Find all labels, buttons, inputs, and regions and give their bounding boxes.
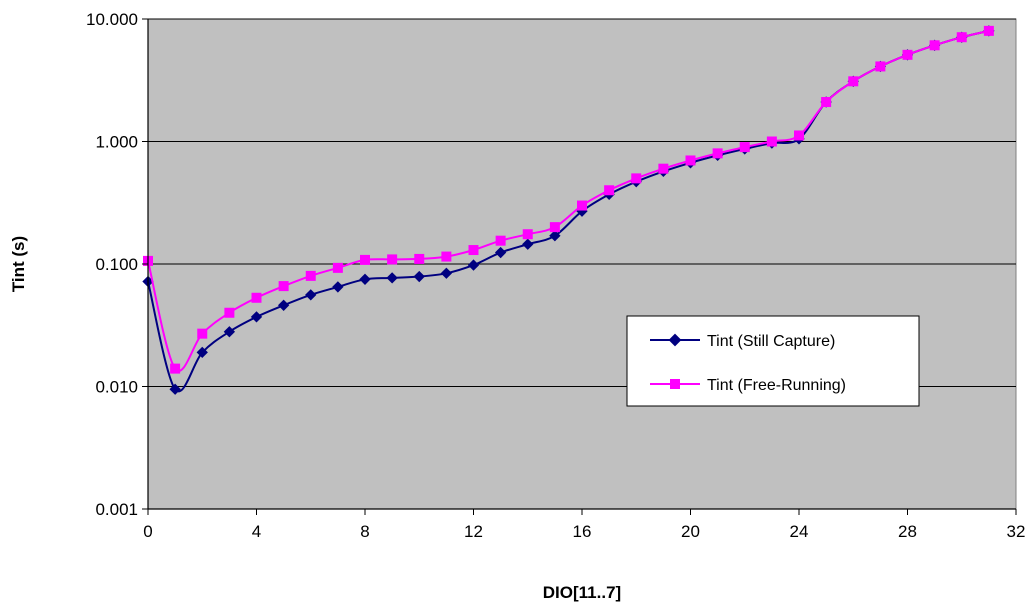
data-point: [712, 148, 723, 159]
data-point: [224, 307, 235, 318]
data-point: [577, 200, 587, 211]
y-tick-label: 1.000: [95, 133, 138, 152]
data-point: [223, 326, 236, 338]
x-tick-label: 24: [790, 522, 809, 541]
data-point: [522, 238, 534, 250]
data-point: [170, 363, 181, 374]
data-point: [604, 185, 615, 196]
data-point: [494, 246, 507, 259]
x-tick-label: 8: [360, 522, 369, 541]
legend-label-free-running: Tint (Free-Running): [707, 377, 846, 394]
y-tick-label: 0.010: [95, 378, 138, 397]
data-point: [332, 281, 344, 293]
x-tick-group: 0 4 8 12 16 20 24 28 32: [143, 509, 1025, 541]
y-axis-title: Tint (s): [9, 236, 28, 292]
data-point: [305, 270, 316, 281]
data-point: [685, 155, 696, 166]
data-point: [766, 136, 777, 147]
x-tick-label: 16: [573, 522, 592, 541]
data-point: [739, 142, 750, 153]
data-point: [956, 32, 967, 43]
y-tick-label: 0.100: [95, 255, 138, 274]
legend-box: [626, 315, 920, 407]
data-point: [902, 49, 913, 60]
data-point: [169, 383, 181, 395]
legend-marker-free-running: [670, 379, 680, 389]
x-axis-title: DIO[11..7]: [543, 583, 621, 602]
data-point: [414, 253, 425, 264]
y-tick-label: 0.001: [95, 500, 138, 519]
data-point: [929, 40, 940, 51]
x-tick-label: 20: [681, 522, 700, 541]
data-point: [277, 299, 290, 311]
data-point: [360, 254, 370, 265]
data-point: [359, 273, 371, 285]
data-point: [983, 25, 994, 36]
data-point: [549, 230, 561, 242]
data-point: [821, 97, 832, 108]
data-point: [251, 292, 262, 303]
data-point: [794, 130, 804, 141]
data-point: [875, 61, 886, 72]
data-point: [658, 163, 669, 174]
data-point: [305, 289, 317, 301]
data-point: [467, 259, 480, 271]
x-tick-label: 32: [1007, 522, 1026, 541]
data-point: [413, 270, 425, 283]
series-layer: [142, 25, 995, 395]
data-point: [848, 76, 859, 87]
data-point: [197, 328, 208, 339]
legend-label-still-capture: Tint (Still Capture): [707, 333, 835, 350]
x-tick-label: 28: [898, 522, 917, 541]
y-tick-group: 0.001 0.010 0.100 1.000 10.000: [86, 10, 148, 519]
x-tick-label: 0: [143, 522, 152, 541]
data-point: [387, 254, 398, 265]
data-point: [522, 229, 533, 240]
data-point: [250, 311, 263, 323]
legend: Tint (Still Capture) Tint (Free-Running): [626, 315, 920, 407]
y-tick-label: 10.000: [86, 10, 138, 29]
data-point: [495, 235, 506, 246]
data-point: [278, 281, 289, 292]
data-point: [468, 245, 479, 256]
data-point: [549, 222, 560, 233]
data-point: [386, 272, 398, 284]
data-point: [631, 173, 642, 184]
x-tick-label: 4: [252, 522, 261, 541]
data-point: [332, 262, 343, 273]
data-point: [196, 346, 208, 359]
data-point: [440, 267, 453, 279]
x-tick-label: 12: [464, 522, 483, 541]
series-tint-free-running: [143, 25, 994, 374]
data-point: [441, 251, 452, 262]
